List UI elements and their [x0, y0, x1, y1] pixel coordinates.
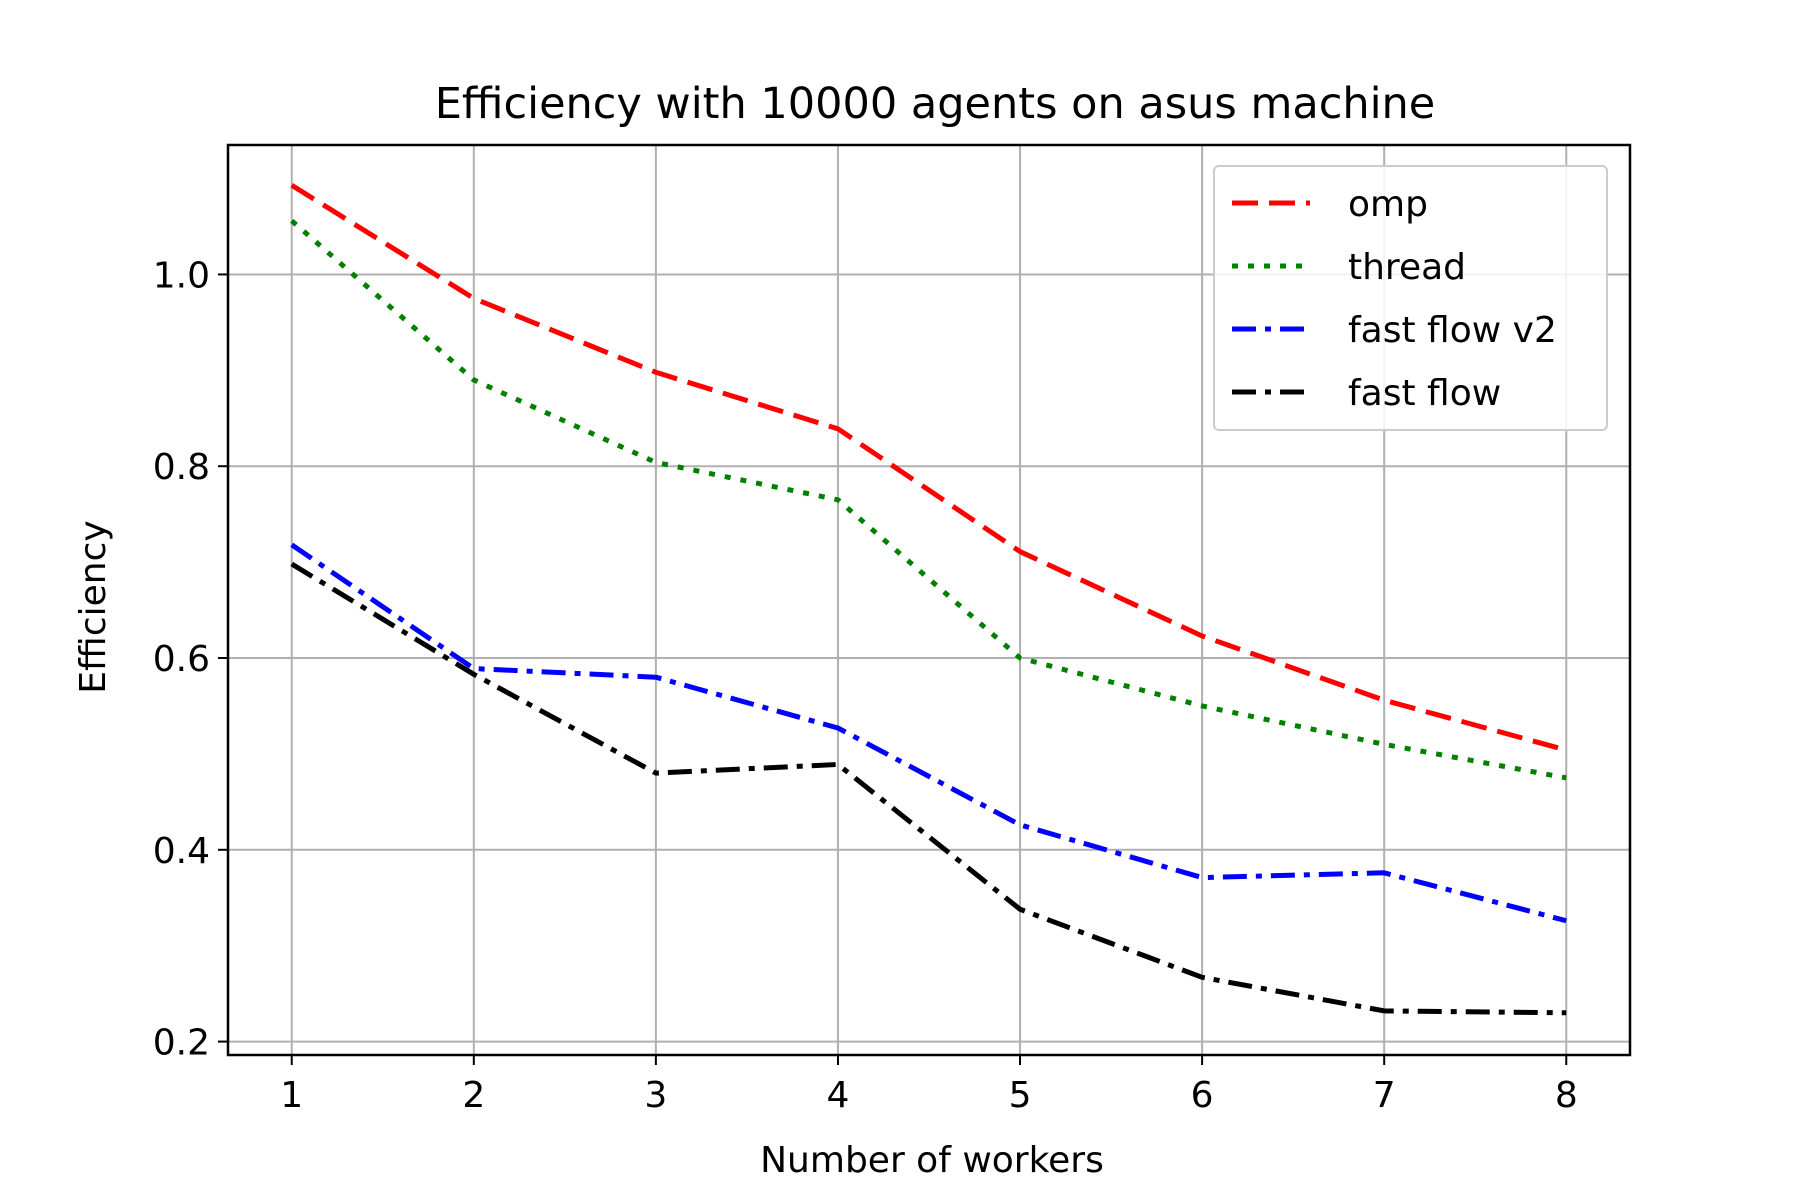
x-tick-label: 1: [280, 1075, 303, 1116]
x-tick-label: 6: [1191, 1075, 1214, 1116]
y-tick-label: 0.2: [153, 1023, 210, 1064]
x-axis-label: Number of workers: [760, 1140, 1104, 1181]
series-line-fast-flow: [290, 561, 1567, 1016]
x-tick-label: 5: [1009, 1075, 1032, 1116]
series-line-thread: [290, 218, 1567, 781]
series-lines: [290, 183, 1567, 1016]
y-tick-label: 1.0: [153, 255, 210, 296]
x-tick-label: 8: [1555, 1075, 1578, 1116]
legend-label: fast flow v2: [1348, 310, 1557, 351]
axes: 1 2 3 4 5 6 7 8 0.2 0.4 0.6 0.8 1.0: [153, 143, 1632, 1116]
legend-label: thread: [1348, 247, 1466, 288]
x-tick-label: 4: [827, 1075, 850, 1116]
legend-box: [1213, 165, 1608, 431]
x-tick-label: 7: [1373, 1075, 1396, 1116]
y-tick-label: 0.6: [153, 639, 210, 680]
series-line-omp: [290, 183, 1567, 753]
x-tick-label: 2: [462, 1075, 485, 1116]
series-line-fast-flow-v2: [290, 542, 1567, 924]
y-tick-label: 0.4: [153, 831, 210, 872]
legend-label: omp: [1348, 184, 1428, 225]
legend: omp thread fast flow v2 fast flow: [1213, 165, 1608, 431]
chart-title: Efficiency with 10000 agents on asus mac…: [435, 79, 1436, 129]
plot-frame: [226, 143, 1632, 1057]
y-tick-label: 0.8: [153, 447, 210, 488]
legend-label: fast flow: [1348, 373, 1501, 414]
y-axis-label: Efficiency: [73, 520, 114, 693]
x-tick-label: 3: [644, 1075, 667, 1116]
